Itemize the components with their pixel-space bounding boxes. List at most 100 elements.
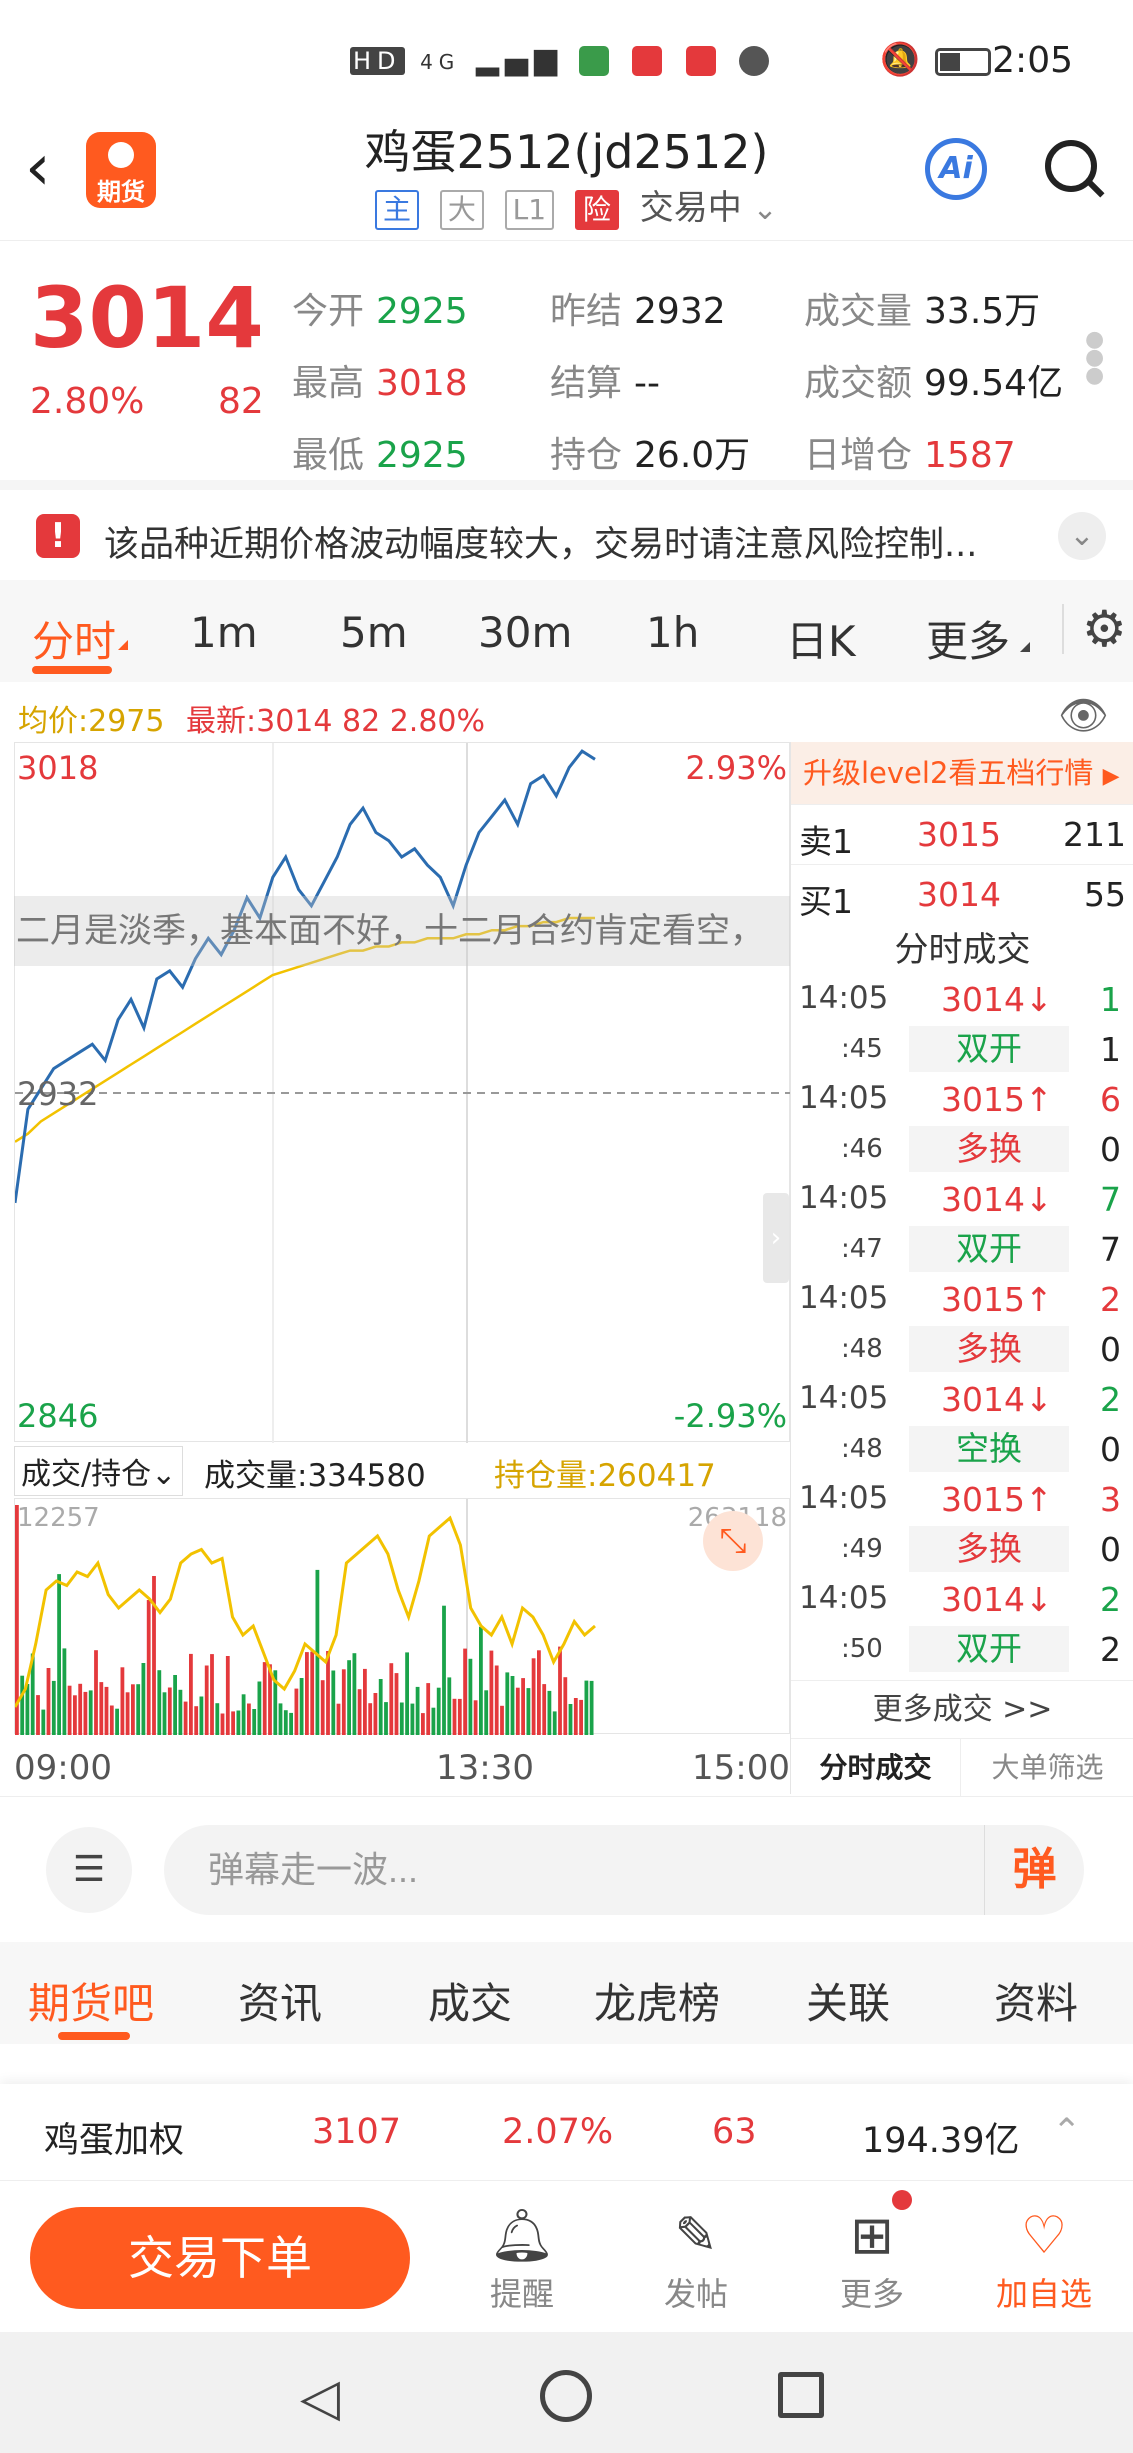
eye-icon[interactable]: 👁 — [1058, 693, 1109, 739]
trade-type: 多换 — [909, 1126, 1069, 1172]
gear-icon[interactable]: ⚙ — [1062, 604, 1127, 654]
price-chart-svg — [15, 743, 791, 1443]
volume-bar — [573, 1698, 578, 1735]
alert-button[interactable]: 🔔︎ 提醒 — [462, 2203, 582, 2315]
trade-panel-tabs: 分时成交 大单筛选 — [791, 1738, 1133, 1797]
sell-1-volume: 211 — [1063, 815, 1126, 854]
more-trades-link[interactable]: 更多成交 >> — [791, 1680, 1133, 1738]
volume-bar — [568, 1704, 573, 1735]
danmaku-input[interactable] — [164, 1825, 1084, 1915]
more-dots-icon[interactable]: ● ● ● — [1085, 327, 1105, 388]
tab-more[interactable]: 更多 — [926, 617, 1011, 666]
volume-bar — [225, 1656, 230, 1735]
trade-type: 双开 — [909, 1626, 1069, 1672]
open-interest-label: 持仓量:260417 — [494, 1458, 716, 1494]
trade-price: 3015↑ — [941, 1480, 1053, 1519]
add-watchlist-button[interactable]: ♡ 加自选 — [984, 2203, 1104, 2315]
change-amount: 82 — [218, 381, 264, 422]
trade-time: 14:05 — [799, 980, 889, 1016]
last-price: 3014 — [30, 269, 264, 367]
volume-bar — [189, 1653, 193, 1735]
volume-bar — [431, 1707, 436, 1735]
danmaku-send-button[interactable]: 弹 — [984, 1825, 1084, 1915]
volume-bar — [152, 1576, 156, 1735]
more-button[interactable]: ⊞ 更多 — [812, 2203, 932, 2315]
tab-30m[interactable]: 30m — [478, 608, 573, 657]
nav-back-icon[interactable]: ◁ — [300, 2368, 340, 2428]
sub-chart-select[interactable]: 成交/持仓⌄ — [14, 1446, 184, 1496]
tab-dragon-tiger[interactable]: 龙虎榜 — [594, 1979, 721, 2028]
grid-icon: ⊞ — [850, 2206, 894, 2266]
weighted-index-row[interactable]: 鸡蛋加权 3107 2.07% 63 194.39亿 ⌃ — [0, 2084, 1133, 2180]
app-icon-note — [685, 45, 716, 76]
volume-bar — [415, 1686, 420, 1735]
tab-futures-forum[interactable]: 期货吧 — [28, 1979, 155, 2028]
fullscreen-icon[interactable]: ⤡ — [703, 1511, 763, 1571]
trade-order-button[interactable]: 交易下单 — [30, 2207, 410, 2309]
volume-bar — [589, 1680, 594, 1735]
chevron-up-icon[interactable]: ⌃ — [1052, 2112, 1082, 2152]
quote-field: 成交额 99.54亿 — [804, 354, 1063, 406]
volume-bar — [537, 1650, 541, 1735]
expand-panel-handle[interactable]: › — [763, 1193, 789, 1283]
volume-bar — [215, 1703, 220, 1735]
post-button[interactable]: ✎ 发帖 — [636, 2203, 756, 2315]
volume-bar — [378, 1679, 383, 1735]
chevron-down-icon[interactable]: ⌄ — [1058, 512, 1106, 560]
nav-home-icon[interactable] — [540, 2370, 592, 2422]
tab-large-orders[interactable]: 大单筛选 — [991, 1751, 1104, 1784]
volume-bar — [136, 1684, 141, 1735]
volume-bar — [51, 1680, 56, 1735]
search-icon[interactable] — [1045, 140, 1097, 192]
back-icon[interactable]: ‹ — [25, 131, 51, 205]
trade-type: 双开 — [909, 1226, 1069, 1272]
tag-l1: L1 — [504, 190, 555, 230]
quote-field-value: 2925 — [376, 290, 468, 332]
volume-bar — [399, 1702, 404, 1735]
tab-active-indicator — [32, 666, 112, 674]
warning-icon: ! — [36, 514, 80, 558]
quote-field: 最低 2925 — [292, 426, 468, 478]
volume-bar — [363, 1668, 367, 1735]
tab-5m[interactable]: 5m — [340, 608, 408, 657]
contract-tags[interactable]: 主 大 L1 险 交易中 ⌄ — [375, 180, 778, 230]
volume-bar — [167, 1687, 172, 1735]
volume-bar — [347, 1660, 351, 1735]
tab-trades[interactable]: 成交 — [428, 1979, 513, 2028]
tab-profile[interactable]: 资料 — [994, 1979, 1079, 2028]
trade-type: 多换 — [909, 1526, 1069, 1572]
volume-bar — [310, 1651, 315, 1735]
volume-bar — [500, 1705, 504, 1735]
tab-related[interactable]: 关联 — [806, 1979, 891, 2028]
tab-daily-k[interactable]: 日K — [786, 617, 856, 666]
volume-bar — [25, 1684, 30, 1735]
volume-bar — [20, 1675, 25, 1735]
volume-bar — [494, 1665, 499, 1735]
trade-type-volume: 7 — [1100, 1230, 1121, 1269]
volume-bar — [162, 1692, 167, 1735]
tab-news[interactable]: 资讯 — [238, 1979, 323, 2028]
volume-bar — [57, 1574, 61, 1735]
volume-chart[interactable]: 12257 263118 ⤡ — [13, 1498, 790, 1735]
tab-1h[interactable]: 1h — [646, 608, 700, 657]
volume-bar — [231, 1711, 235, 1735]
danmaku-settings-icon[interactable]: ☰ — [46, 1827, 132, 1913]
volume-bar — [389, 1663, 394, 1735]
tab-1m[interactable]: 1m — [190, 608, 258, 657]
intraday-chart[interactable]: 3018 2.93% 2932 2846 -2.93% › — [14, 742, 791, 1443]
section-tabs: 期货吧 资讯 成交 龙虎榜 关联 资料 — [0, 1942, 1133, 2044]
volume-bar — [563, 1677, 568, 1735]
volume-bar — [479, 1626, 483, 1735]
bell-icon: 🔔︎ — [488, 2206, 555, 2266]
volume-bar — [510, 1676, 515, 1735]
ai-assistant-button[interactable]: Ai — [925, 138, 987, 200]
volume-bar — [320, 1680, 325, 1735]
tab-intraday[interactable]: 分时 — [32, 617, 117, 666]
tab-time-sales[interactable]: 分时成交 — [791, 1739, 961, 1797]
app-icon-book — [632, 45, 663, 76]
risk-warning-banner[interactable]: ! 该品种近期价格波动幅度较大，交易时请注意风险控制... ⌄ — [0, 480, 1133, 580]
nav-recent-icon[interactable] — [778, 2372, 824, 2418]
upgrade-level2-link[interactable]: 升级level2看五档行情 ▶ — [791, 742, 1133, 804]
volume-bar — [247, 1703, 251, 1735]
volume-bar — [236, 1710, 241, 1735]
